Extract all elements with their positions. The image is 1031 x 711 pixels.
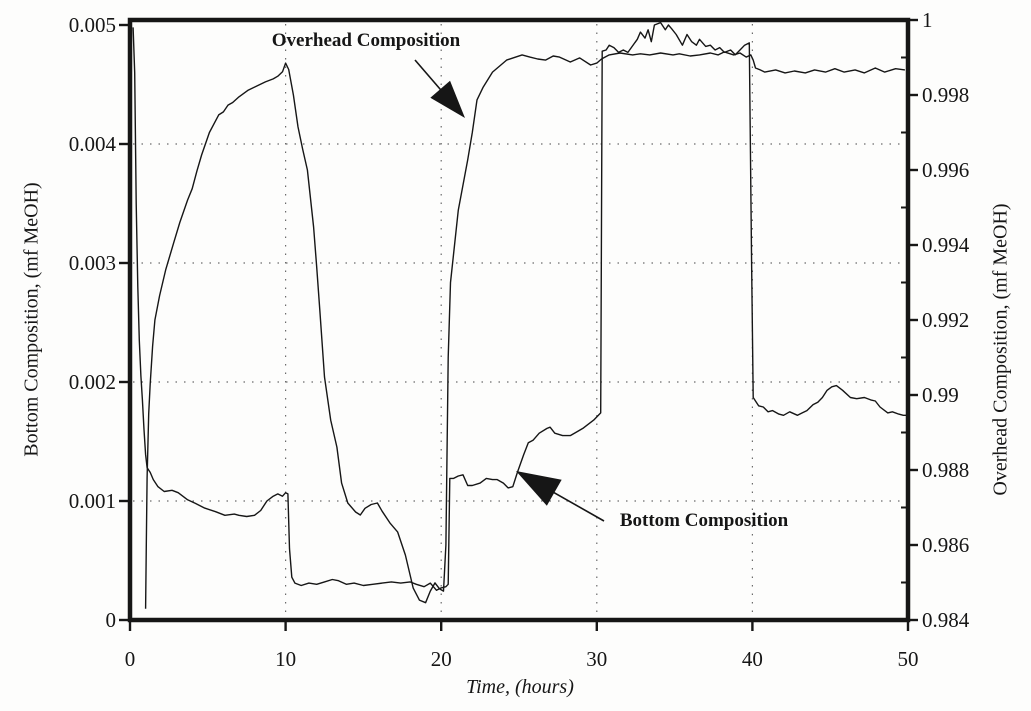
y-left-tick-label: 0.004 <box>68 132 116 156</box>
y-left-tick-label: 0.005 <box>68 13 116 37</box>
y-right-tick-label: 0.996 <box>922 158 970 182</box>
x-tick-label: 50 <box>897 647 919 671</box>
y-right-tick-label: 0.988 <box>922 458 970 482</box>
y-right-tick-label: 0.994 <box>922 233 970 257</box>
y-right-tick-label: 0.984 <box>922 608 970 632</box>
y-left-tick-label: 0.002 <box>68 370 116 394</box>
annotation-overhead-composition: Overhead Composition <box>271 30 461 51</box>
y-left-tick-label: 0.001 <box>68 489 116 513</box>
series-line-overhead-composition <box>144 51 905 609</box>
y-right-tick-label: 0.99 <box>922 383 959 407</box>
x-tick-label: 0 <box>124 647 136 671</box>
y-axis-right-title: Overhead Composition, (mf MeOH) <box>989 203 1012 496</box>
x-tick-label: 20 <box>430 647 452 671</box>
x-tick-label: 30 <box>586 647 608 671</box>
annotation-arrow-line <box>546 488 605 522</box>
y-right-tick-label: 0.986 <box>922 533 970 557</box>
x-tick-label: 10 <box>275 647 297 671</box>
annotation-bottom-composition: Bottom Composition <box>619 510 789 531</box>
y-axis-left-title: Bottom Composition, (mf MeOH) <box>20 182 43 457</box>
x-axis-title: Time, (hours) <box>466 676 574 698</box>
y-right-tick-label: 1 <box>922 8 933 32</box>
x-tick-label: 40 <box>741 647 763 671</box>
annotation-arrowhead <box>516 471 562 506</box>
annotation-arrowhead <box>430 80 465 118</box>
y-left-tick-label: 0 <box>105 608 117 632</box>
series-line-bottom-composition <box>132 21 908 591</box>
y-right-tick-label: 0.992 <box>922 308 970 332</box>
y-right-tick-label: 0.998 <box>922 83 970 107</box>
y-left-tick-label: 0.003 <box>68 251 116 275</box>
